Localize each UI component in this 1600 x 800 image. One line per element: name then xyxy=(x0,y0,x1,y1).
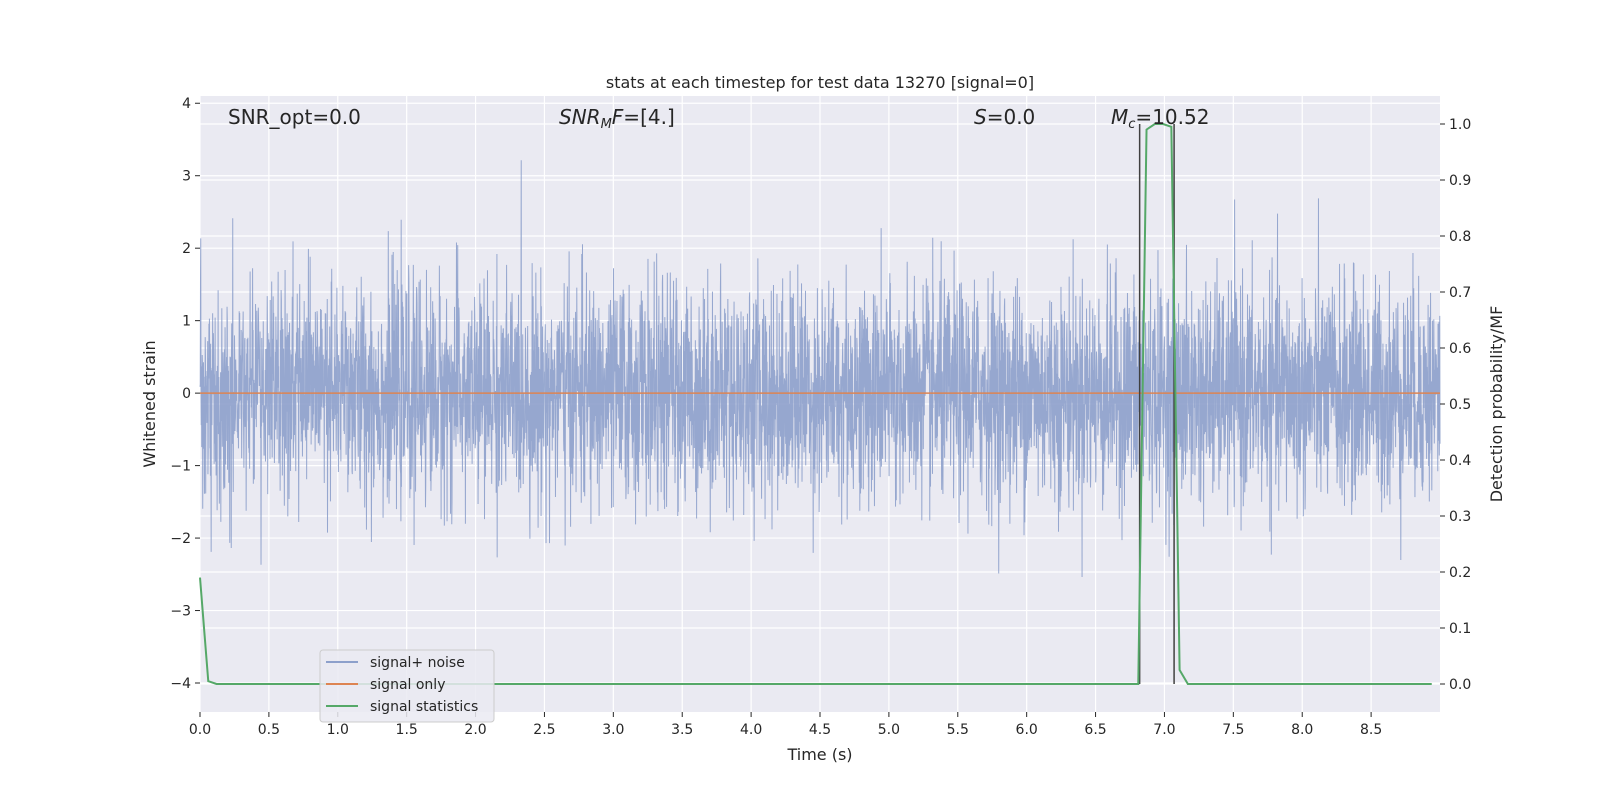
y-tick-label-right: 0.1 xyxy=(1449,621,1471,637)
x-tick-label: 3.5 xyxy=(671,722,693,738)
annotation-snr-mf: SNRMF=[4.] xyxy=(559,105,675,132)
y-tick-label-right: 0.0 xyxy=(1449,677,1471,693)
y-tick-label-right: 0.2 xyxy=(1449,565,1471,581)
y-tick-label-left: 0 xyxy=(182,386,191,402)
y-tick-label-right: 0.6 xyxy=(1449,341,1471,357)
x-tick-label: 1.5 xyxy=(396,722,418,738)
y-tick-label-right: 1.0 xyxy=(1449,117,1471,133)
legend-label-signal-statistics: signal statistics xyxy=(370,699,478,715)
x-tick-label: 3.0 xyxy=(602,722,624,738)
chart-title: stats at each timestep for test data 132… xyxy=(606,73,1034,92)
y-tick-label-left: 1 xyxy=(182,314,191,330)
y-tick-label-left: 2 xyxy=(182,241,191,257)
annotation-s: S=0.0 xyxy=(974,105,1035,129)
y-tick-label-left: −4 xyxy=(170,676,191,692)
x-tick-label: 0.0 xyxy=(189,722,211,738)
y-tick-label-right: 0.8 xyxy=(1449,229,1471,245)
data-layer xyxy=(199,123,1441,685)
x-tick-label: 8.5 xyxy=(1360,722,1382,738)
x-tick-label: 7.5 xyxy=(1222,722,1244,738)
x-tick-label: 2.0 xyxy=(464,722,486,738)
x-tick-label: 5.0 xyxy=(878,722,900,738)
y-tick-label-right: 0.3 xyxy=(1449,509,1471,525)
legend-label-signal-noise: signal+ noise xyxy=(370,655,465,671)
annotation-s-value: 0.0 xyxy=(1003,105,1035,129)
legend-label-signal-only: signal only xyxy=(370,677,445,693)
legend: signal+ noise signal only signal statist… xyxy=(319,649,495,723)
y-axis-label-right: Detection probability/MF xyxy=(1487,306,1506,503)
x-tick-label: 0.5 xyxy=(258,722,280,738)
tick-layer: 0.0 0.5 1.0 1.5 2.0 2.5 3.0 3.5 4.0 4.5 5.0 5.5 6.0 6… xyxy=(170,96,1471,738)
x-tick-label: 2.5 xyxy=(533,722,555,738)
x-tick-label: 4.0 xyxy=(740,722,762,738)
y-tick-label-left: −1 xyxy=(170,459,191,475)
legend-box xyxy=(319,649,495,723)
annotation-snr-opt: SNR_opt=0.0 xyxy=(228,105,361,129)
annotation-snr-mf-value: [4.] xyxy=(640,105,675,129)
x-tick-label: 6.0 xyxy=(1016,722,1038,738)
y-axis-label-left: Whitened strain xyxy=(140,340,159,467)
x-tick-label: 1.0 xyxy=(327,722,349,738)
y-tick-label-left: 4 xyxy=(182,96,191,112)
series-signal-noise xyxy=(199,160,1441,577)
y-tick-label-right: 0.7 xyxy=(1449,285,1471,301)
y-tick-label-right: 0.5 xyxy=(1449,397,1471,413)
annotation-mc: Mc=10.52 xyxy=(1111,105,1209,132)
x-tick-label: 7.0 xyxy=(1153,722,1175,738)
y-tick-label-right: 0.9 xyxy=(1449,173,1471,189)
annotation-mc-value: 10.52 xyxy=(1152,105,1209,129)
x-tick-label: 5.5 xyxy=(947,722,969,738)
x-tick-label: 8.0 xyxy=(1291,722,1313,738)
y-tick-label-left: −3 xyxy=(170,604,191,620)
x-tick-label: 4.5 xyxy=(809,722,831,738)
y-tick-label-left: 3 xyxy=(182,169,191,185)
series-signal-statistics xyxy=(199,123,1432,685)
y-tick-label-left: −2 xyxy=(170,531,191,547)
y-tick-label-right: 0.4 xyxy=(1449,453,1471,469)
x-axis-label: Time (s) xyxy=(786,745,852,764)
x-tick-label: 6.5 xyxy=(1084,722,1106,738)
